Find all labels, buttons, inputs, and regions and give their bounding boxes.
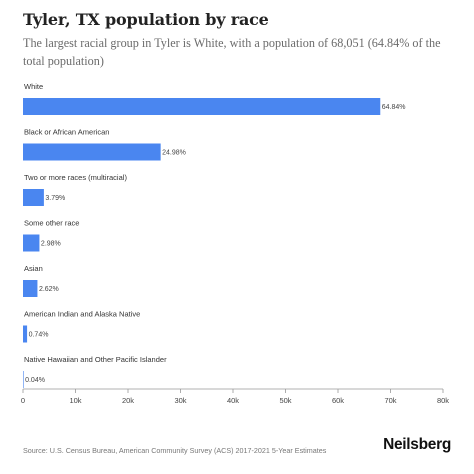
data-label: 64.84% [382,104,406,111]
chart-title: Tyler, TX population by race [23,10,269,29]
bar-chart: White 64.84% Black or African American 24.9… [21,82,449,405]
x-tick-label: 80k [437,396,449,405]
bar [23,234,40,252]
x-tick-label: 0 [21,396,25,405]
x-tick-label: 40k [227,396,239,405]
brand-logo: Neilsberg [383,436,451,453]
bar [23,371,24,388]
data-label: 2.62% [39,286,59,293]
data-label: 2.98% [41,241,61,248]
category-label: Native Hawaiian and Other Pacific Island… [24,355,167,364]
data-label: 3.79% [45,195,65,202]
data-label: 24.98% [162,150,186,157]
chart-subtitle: The largest racial group in Tyler is Whi… [23,36,441,68]
x-tick-label: 50k [279,396,291,405]
category-label: Two or more races (multiracial) [24,173,127,182]
x-tick-label: 30k [174,396,186,405]
bar [23,98,381,115]
category-label: Asian [24,264,43,273]
source-note: Source: U.S. Census Bureau, American Com… [23,446,327,455]
category-label: White [24,82,43,91]
category-label: Some other race [24,219,79,228]
bar [23,280,38,297]
data-label: 0.04% [25,377,45,384]
x-tick-label: 20k [122,396,134,405]
category-label: American Indian and Alaska Native [24,310,140,319]
category-label: Black or African American [24,128,109,137]
bar [23,189,44,206]
data-label: 0.74% [29,332,49,339]
bar [23,143,161,161]
bar [23,325,28,343]
x-tick-label: 10k [69,396,81,405]
x-tick-label: 60k [332,396,344,405]
x-tick-label: 70k [384,396,396,405]
